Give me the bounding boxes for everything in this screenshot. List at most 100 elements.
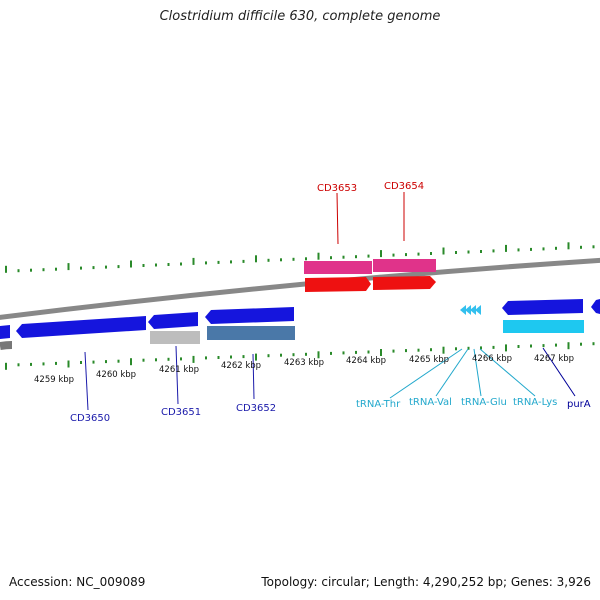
ruler-tick-dot [305,352,307,356]
ruler-tick-dot [267,258,270,262]
ruler-tick-dot [405,253,407,257]
ruler-tick-dot [155,358,157,362]
ruler-tick-dot [342,351,345,355]
ruler-tick-dot [355,255,357,259]
genome-summary-text: Topology: circular; Length: 4,290,252 bp… [261,575,591,589]
ruler-tick-major [317,351,320,359]
ruler-tick-dot [267,354,270,358]
gene-pura[interactable] [502,299,583,315]
ruler-tick-dot [55,267,57,271]
upper-ruler [5,242,595,273]
label-trna-thr[interactable]: tRNA-Thr [356,399,401,410]
label-cd3650[interactable]: CD3650 [70,413,110,424]
ruler-tick-dot [492,249,495,253]
ruler-tick-major [67,360,70,368]
ruler-tick-dot [180,357,182,361]
ruler-tick-dot [555,246,557,250]
ruler-tick-major [192,355,195,363]
gene-cd3652[interactable] [205,307,294,324]
tick-label: 4260 kbp [96,370,136,380]
ruler-tick-dot [592,245,595,249]
ruler-tick-dot [92,360,95,364]
ruler-tick-major [380,349,382,356]
gene-cd3654-red[interactable] [373,276,436,290]
ruler-tick-major [255,353,257,361]
ruler-tick-major [567,242,570,250]
ruler-tick-dot [117,265,120,269]
ruler-tick-major [505,344,507,352]
ruler-tick-dot [417,252,420,256]
ruler-tick-dot [205,261,207,265]
reverse-genes [0,299,600,344]
gene-pura-cyan[interactable] [503,320,584,333]
ruler-tick-dot [105,265,107,269]
ruler-tick-dot [280,258,282,262]
ruler-tick-dot [155,263,157,267]
ruler-tick-dot [30,268,32,272]
ruler-tick-dot [467,250,470,254]
ruler-tick-dot [292,353,295,357]
trna-cluster[interactable] [460,305,481,315]
gene-cd3651-grey[interactable] [150,331,200,344]
tick-label: 4259 kbp [34,375,74,385]
gene-cd3654-pink[interactable] [373,259,436,272]
ruler-tick-major [5,265,7,273]
ruler-tick-dot [517,248,520,252]
ruler-tick-dot [492,345,495,349]
ruler-tick-dot [455,347,457,351]
gene-cd3650[interactable] [16,316,146,338]
ruler-tick-dot [92,266,95,270]
ruler-tick-dot [342,255,345,259]
ruler-tick-dot [592,342,595,346]
label-cd3651[interactable]: CD3651 [161,407,201,418]
ruler-tick-major [442,247,445,255]
ruler-tick-dot [230,260,232,264]
label-trna-glu[interactable]: tRNA-Glu [461,397,507,408]
ruler-tick-major [192,257,195,265]
label-cd3653[interactable]: CD3653 [317,183,357,194]
ruler-tick-dot [580,245,582,249]
ruler-tick-dot [80,266,82,270]
genome-title: Clostridium difficile 630, complete geno… [159,9,441,24]
ruler-tick-dot [142,264,145,267]
ruler-tick-dot [530,344,532,348]
label-cd3652[interactable]: CD3652 [236,403,276,414]
ruler-tick-dot [242,355,245,359]
ruler-tick-dot [105,360,107,364]
ruler-tick-dot [480,346,482,350]
ruler-tick-major [317,252,320,260]
ruler-tick-dot [280,353,282,357]
lower-ruler-dots [5,342,595,370]
forward-genes [304,259,436,292]
tick-label: 4265 kbp [409,355,449,365]
gene-cd3653-pink[interactable] [304,261,372,274]
ruler-tick-dot [55,361,57,365]
gene-cd3652-steel[interactable] [207,326,295,340]
ruler-tick-dot [330,256,332,260]
tick-label: 4264 kbp [346,356,386,366]
gene-left-fragment[interactable] [0,325,10,339]
ruler-tick-dot [580,342,582,346]
gene-cd3653-red[interactable] [305,277,371,292]
ruler-tick-dot [42,268,45,272]
ruler-tick-dot [542,247,545,251]
ruler-tick-dot [405,349,407,353]
label-trna-lys[interactable]: tRNA-Lys [513,397,557,408]
label-cd3654[interactable]: CD3654 [384,181,424,192]
ruler-tick-major [442,346,445,354]
gene-cd3651[interactable] [148,312,198,329]
ruler-tick-major [67,263,70,271]
ruler-tick-major [380,250,382,258]
tick-label: 4263 kbp [284,358,324,368]
ruler-tick-dot [217,260,220,264]
tick-label: 4266 kbp [472,354,512,364]
gene-right-fragment[interactable] [591,299,600,314]
ruler-tick-dot [417,348,420,352]
ruler-tick-dot [305,257,307,261]
label-pura[interactable]: purA [567,399,591,410]
genome-backbone-inner [0,341,13,350]
ruler-tick-dot [117,359,120,363]
ruler-tick-major [505,244,507,252]
label-trna-val[interactable]: tRNA-Val [409,397,452,408]
